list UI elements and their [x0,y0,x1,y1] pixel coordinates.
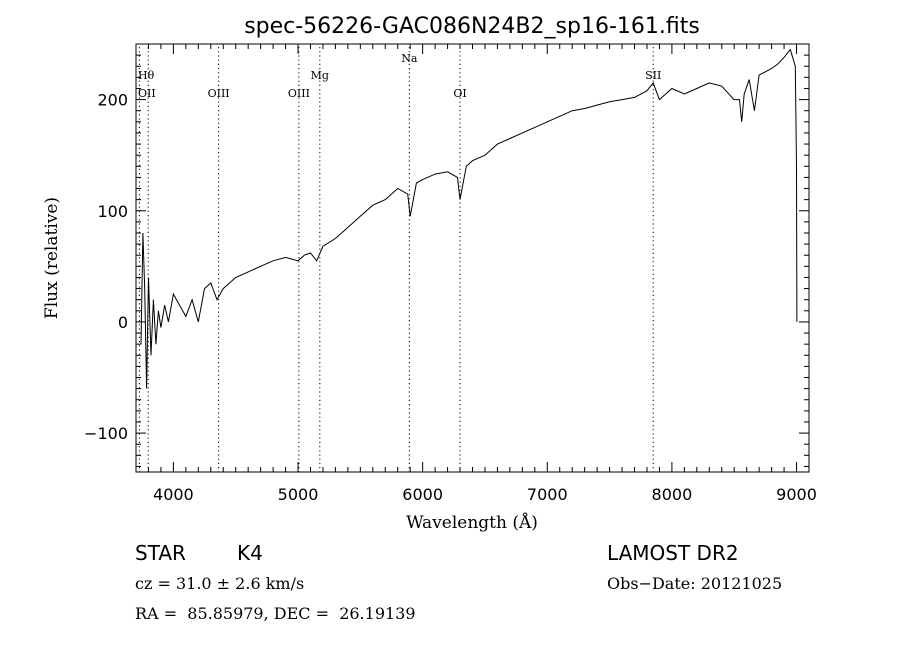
object-class: STAR [135,541,186,565]
plot-frame [135,43,810,473]
line-label: OIII [288,87,310,100]
object-subclass: K4 [237,541,263,565]
line-label: Na [401,52,418,65]
observation-date: Obs−Date: 20121025 [607,574,783,593]
axis-ticks: 4000 5000 6000 7000 8000 9000 −100 0 100 200 [84,43,817,504]
x-tick-label: 9000 [776,485,817,504]
x-tick-label: 6000 [402,485,443,504]
x-tick-label: 4000 [153,485,194,504]
y-tick-label: 100 [97,202,128,221]
line-label: OI [453,87,466,100]
survey-name: LAMOST DR2 [607,541,739,565]
line-label: Mg [311,69,329,82]
line-label: SII [645,69,661,82]
line-label: OIII [208,87,230,100]
chart-title: spec-56226-GAC086N24B2_sp16-161.fits [244,14,700,39]
y-axis-label: Flux (relative) [42,197,62,319]
x-tick-label: 8000 [652,485,693,504]
line-label: OII [138,87,156,100]
spectrum-series [140,48,798,389]
x-axis-label: Wavelength (Å) [406,512,538,533]
spectrum-line [140,48,798,389]
x-tick-label: 5000 [278,485,319,504]
x-tick-label: 7000 [527,485,568,504]
coordinates: RA = 85.85979, DEC = 26.19139 [135,604,416,623]
line-label: Hθ [138,69,155,82]
y-tick-label: −100 [84,424,128,443]
y-tick-label: 200 [97,91,128,110]
redshift-velocity: cz = 31.0 ± 2.6 km/s [135,574,305,593]
y-tick-label: 0 [118,313,128,332]
